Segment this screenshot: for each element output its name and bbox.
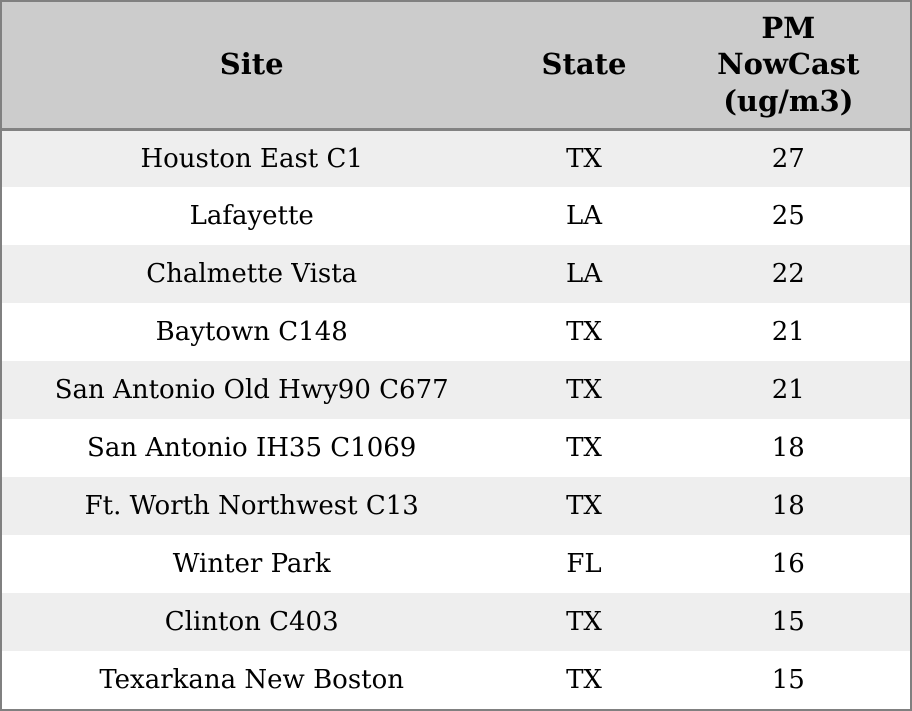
table-row: Texarkana New Boston TX 15 (2, 651, 910, 709)
table-row: Baytown C148 TX 21 (2, 303, 910, 361)
table-row: Clinton C403 TX 15 (2, 593, 910, 651)
site-cell: Lafayette (2, 187, 502, 245)
pm-nowcast-cell: 25 (666, 187, 910, 245)
state-cell: TX (501, 129, 667, 187)
pm-nowcast-cell: 15 (666, 651, 910, 709)
table-row: Houston East C1 TX 27 (2, 129, 910, 187)
table-header: Site State PM NowCast (ug/m3) (2, 2, 910, 131)
pm-nowcast-cell: 18 (666, 477, 910, 535)
state-cell: TX (501, 361, 667, 419)
pm-nowcast-cell: 18 (666, 419, 910, 477)
pm-nowcast-cell: 21 (666, 303, 910, 361)
pm-nowcast-cell: 21 (666, 361, 910, 419)
state-cell: LA (501, 245, 667, 303)
table-row: San Antonio Old Hwy90 C677 TX 21 (2, 361, 910, 419)
state-cell: TX (501, 593, 667, 651)
pm-nowcast-cell: 27 (666, 129, 910, 187)
state-cell: TX (501, 303, 667, 361)
site-cell: Ft. Worth Northwest C13 (2, 477, 502, 535)
table-row: Ft. Worth Northwest C13 TX 18 (2, 477, 910, 535)
column-header-pm-nowcast: PM NowCast (ug/m3) (666, 2, 910, 131)
site-cell: Baytown C148 (2, 303, 502, 361)
site-cell: San Antonio IH35 C1069 (2, 419, 502, 477)
table-row: Chalmette Vista LA 22 (2, 245, 910, 303)
table-row: Winter Park FL 16 (2, 535, 910, 593)
pm-nowcast-cell: 15 (666, 593, 910, 651)
pm-nowcast-cell: 22 (666, 245, 910, 303)
site-cell: Clinton C403 (2, 593, 502, 651)
table-row: San Antonio IH35 C1069 TX 18 (2, 419, 910, 477)
column-header-state: State (501, 2, 667, 131)
state-cell: FL (501, 535, 667, 593)
pm-nowcast-cell: 16 (666, 535, 910, 593)
state-cell: LA (501, 187, 667, 245)
site-cell: Chalmette Vista (2, 245, 502, 303)
site-cell: Houston East C1 (2, 129, 502, 187)
site-cell: San Antonio Old Hwy90 C677 (2, 361, 502, 419)
site-cell: Texarkana New Boston (2, 651, 502, 709)
table-header-row: Site State PM NowCast (ug/m3) (2, 2, 910, 131)
column-header-site: Site (2, 2, 502, 131)
state-cell: TX (501, 651, 667, 709)
table-row: Lafayette LA 25 (2, 187, 910, 245)
state-cell: TX (501, 477, 667, 535)
state-cell: TX (501, 419, 667, 477)
site-cell: Winter Park (2, 535, 502, 593)
table-body: Houston East C1 TX 27 Lafayette LA 25 Chalmett… (2, 129, 910, 709)
